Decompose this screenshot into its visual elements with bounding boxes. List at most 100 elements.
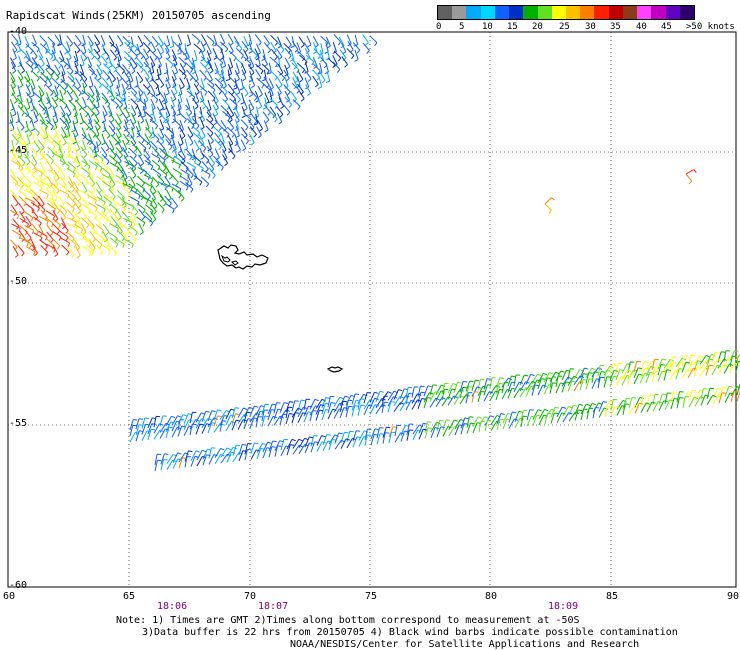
wind-barb-flag (447, 396, 452, 400)
wind-barb-flag (70, 141, 74, 146)
wind-barb (237, 414, 245, 424)
wind-barb (327, 57, 336, 66)
wind-barb (178, 68, 187, 77)
x-tick-label: 65 (123, 591, 136, 602)
wind-barb-flag (164, 120, 169, 124)
wind-barb-flag (650, 366, 655, 369)
wind-barb-flag (266, 447, 271, 450)
wind-barb (442, 426, 449, 437)
wind-barb-flag (251, 85, 255, 89)
wind-barb-flag (571, 380, 576, 383)
wind-barb (75, 99, 83, 108)
wind-barb-flag (499, 377, 505, 380)
wind-barb-flag (728, 385, 734, 388)
wind-barb (45, 49, 54, 57)
wind-barb (424, 427, 429, 439)
wind-barb (171, 69, 177, 80)
wind-barb-flag (21, 146, 25, 150)
wind-barb-flag (297, 106, 301, 110)
wind-barb (88, 68, 98, 77)
wind-barb-flag (365, 42, 369, 46)
wind-barb (59, 189, 70, 196)
wind-barb (87, 133, 93, 143)
wind-barb (170, 96, 175, 107)
wind-barb (11, 152, 19, 162)
wind-barb-flag (131, 243, 134, 248)
wind-barb (95, 89, 101, 100)
wind-barb-flag (77, 182, 82, 186)
wind-barb-flag (291, 438, 296, 442)
wind-barb (45, 57, 51, 68)
wind-barb-flag (286, 66, 291, 70)
wind-barb-flag (687, 391, 692, 394)
wind-barb (275, 48, 283, 58)
wind-barb-flag (588, 372, 593, 374)
wind-barb (262, 111, 270, 121)
wind-barb-flag (30, 217, 34, 222)
wind-barb-flag (36, 77, 40, 82)
wind-barb-flag (469, 380, 474, 383)
wind-barb (305, 84, 311, 94)
wind-barb (207, 90, 216, 99)
wind-barb (273, 415, 281, 426)
wind-barb (122, 64, 130, 73)
wind-barb (273, 402, 277, 414)
wind-barb-flag (506, 418, 511, 421)
wind-barb-flag (98, 84, 102, 89)
wind-barb-flag (46, 194, 49, 199)
wind-barb-flag (40, 183, 45, 187)
wind-barb (110, 98, 119, 106)
wind-barb-flag (94, 215, 98, 220)
wind-barb (248, 133, 255, 143)
wind-barb (275, 84, 282, 94)
wind-barb (736, 384, 740, 396)
wind-barb (74, 34, 82, 44)
wind-barb (116, 161, 124, 170)
wind-barb-flag (147, 49, 151, 54)
wind-barb (158, 168, 168, 176)
wind-barb-flag (228, 150, 233, 153)
wind-barb (321, 397, 327, 409)
wind-barb (195, 423, 201, 435)
wind-barb (53, 140, 62, 148)
wind-barb (45, 68, 53, 77)
wind-barb (88, 146, 97, 155)
wind-barb (387, 390, 395, 401)
wind-barb-flag (16, 215, 20, 220)
wind-barb (80, 49, 88, 59)
wind-barb (222, 98, 230, 108)
wind-barb-flag (205, 159, 210, 164)
wind-barb-flag (155, 183, 160, 188)
wind-barb (156, 84, 161, 95)
wind-barb (232, 444, 237, 456)
wind-barb-flag (30, 108, 35, 112)
wind-barb (67, 217, 77, 223)
wind-barb-flag (259, 410, 265, 413)
wind-barb-flag (17, 165, 21, 170)
wind-barb (173, 111, 177, 122)
wind-barb (72, 166, 80, 176)
wind-barb (10, 77, 16, 87)
wind-barb (101, 92, 109, 102)
wind-barb-flag (53, 198, 58, 202)
wind-barb-flag (28, 244, 33, 249)
wind-barb (453, 395, 461, 405)
wind-barb-flag (159, 107, 164, 111)
wind-barb (375, 404, 383, 414)
wind-barb-flag (83, 78, 88, 83)
wind-barb-flag (181, 425, 186, 428)
wind-barb-flag (194, 105, 199, 110)
wind-barb (376, 427, 380, 439)
wind-barb-flag (205, 168, 209, 173)
wind-barb (241, 63, 247, 73)
wind-barb (46, 75, 53, 86)
wind-barb (59, 183, 68, 191)
wind-barb (669, 356, 673, 368)
wind-barb-flag (16, 225, 20, 230)
kerguelen-islands (217, 244, 269, 270)
wind-barb (292, 445, 300, 455)
wind-barb (40, 133, 47, 143)
wind-barb-flag (71, 208, 75, 213)
wind-barb (54, 85, 59, 96)
wind-barb-flag (603, 407, 609, 410)
